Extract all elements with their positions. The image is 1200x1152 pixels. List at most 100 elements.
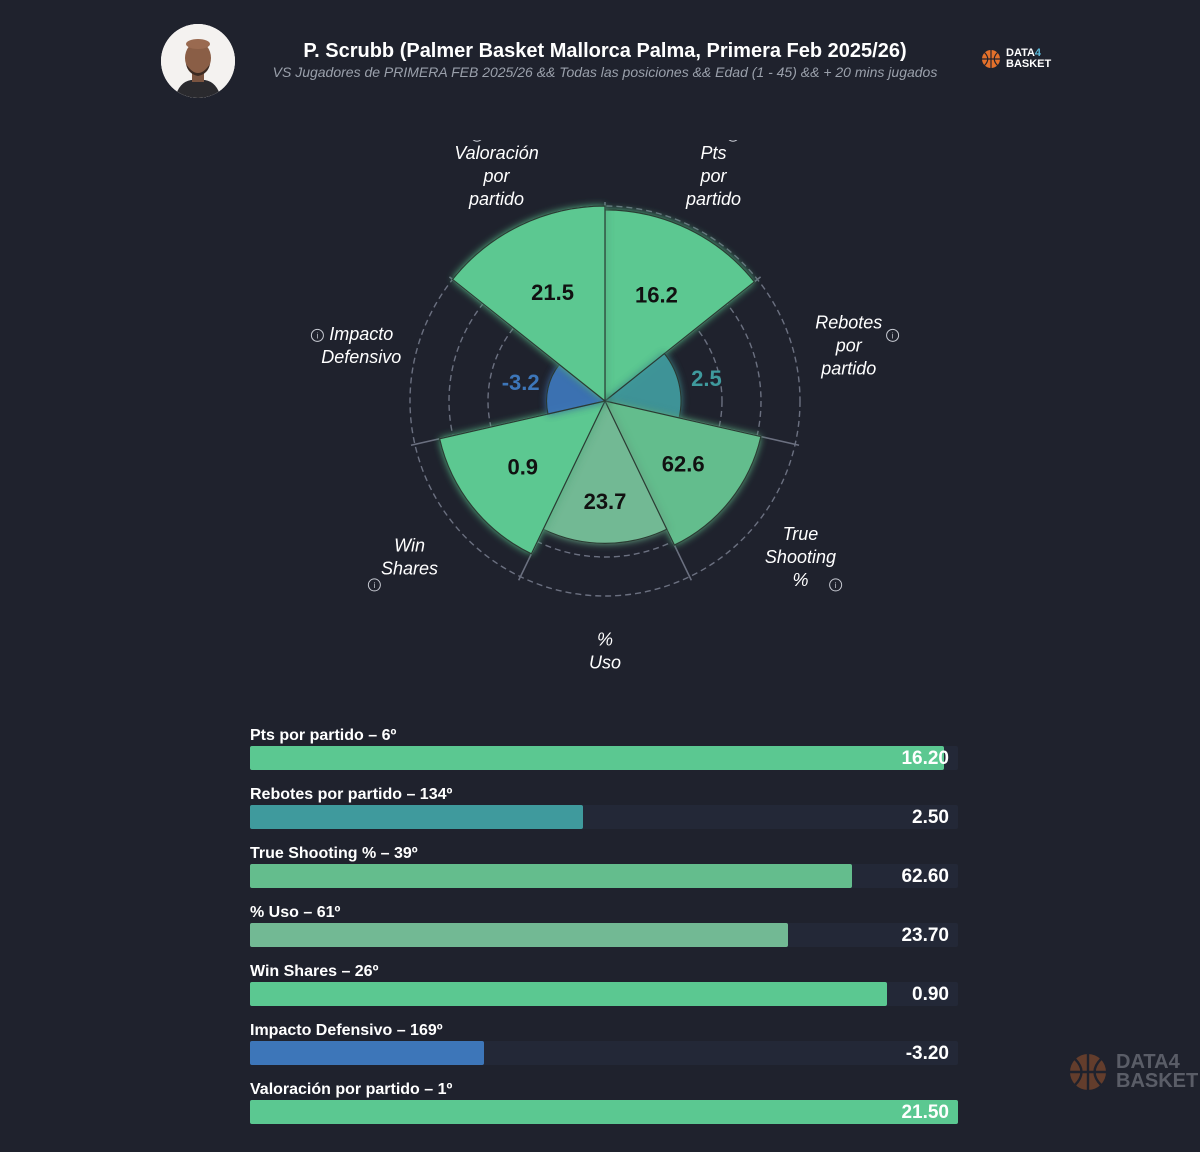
polar-axis-label-line: Valoración [454,143,538,163]
bar-value: 2.50 [912,807,949,828]
polar-axis-label-val: Valoración por partido [454,143,538,209]
polar-value-val: 21.5 [531,280,574,305]
bar-win-shares: Win Shares – 26º 0.90 [250,958,970,1017]
info-icon[interactable]: i [829,578,843,592]
polar-axis-label-line: partido [820,358,876,378]
polar-value-pts: 16.2 [635,282,678,307]
polar-axis-label-line: Rebotes [815,312,882,332]
bar-label: Pts por partido – 6º [250,727,397,744]
polar-value-ts: 62.6 [662,451,705,476]
polar-axis-label-line: % [792,570,808,590]
polar-axis-label-line: por [835,335,863,355]
bar-label: Impacto Defensivo – 169º [250,1022,443,1039]
polar-area-chart: 16.2 2.5 62.6 23.7 0.9 -3.2 21.5 Pts por partido… [310,140,900,673]
bar-label: Rebotes por partido – 134º [250,786,453,803]
basketball-watermark-icon [1070,1054,1106,1090]
polar-axis-label-line: Uso [589,653,621,673]
bar-track [250,923,958,947]
bar-value: 23.70 [901,925,949,946]
bar-track [250,746,958,770]
polar-value-ws: 0.9 [507,455,538,480]
bar-fill [250,864,852,888]
polar-value-uso: 23.7 [584,489,627,514]
polar-wedge-uso [542,399,668,544]
polar-wedge-val [451,205,606,403]
chart-title: P. Scrubb (Palmer Basket Mallorca Palma,… [303,40,907,62]
polar-axis-label-line: Pts [700,143,726,163]
logo-text-basket: BASKET [1006,58,1052,70]
bar-track [250,1100,958,1124]
info-icon[interactable]: i [471,140,483,142]
bar-fill [250,923,789,947]
watermark-text-4: 4 [1168,1051,1180,1073]
svg-text:i: i [892,331,894,340]
polar-axis-label-pts: Pts por partido [685,143,741,209]
player-photo-icon [161,24,235,98]
polar-axis-label-def: Impacto Defensivo [321,324,401,367]
bar-track [250,1041,958,1065]
chart-subtitle: VS Jugadores de PRIMERA FEB 2025/26 && T… [272,64,938,80]
polar-axis-label-line: Win [394,535,425,555]
polar-wedge-ts [603,400,762,546]
polar-value-reb: 2.5 [691,366,722,391]
watermark-logo: DATA4 BASKET [1068,1052,1198,1097]
svg-text:i: i [317,331,319,340]
bar-label: Valoración por partido – 1º [250,1081,453,1098]
bar-track [250,982,958,1006]
info-icon[interactable]: i [886,328,900,342]
bar-true-shooting: True Shooting % – 39º 62.60 [250,840,970,899]
polar-wedge-ws [438,400,607,555]
svg-text:i: i [835,581,837,590]
watermark-text-basket: BASKET [1116,1070,1199,1092]
logo-text-4: 4 [1034,47,1042,59]
bar-fill [250,982,888,1006]
bar-value: 16.20 [901,748,949,769]
polar-axis-label-ts: True Shooting% [765,524,836,590]
polar-wedge-def [545,363,607,415]
bar-value: 21.50 [901,1102,949,1123]
polar-wedge-reb [603,352,682,419]
polar-axis-label-line: partido [468,189,524,209]
logo-text-data: DATA [1006,47,1035,59]
percentile-bars: Pts por partido – 6º 16.20 Rebotes por par… [250,722,970,1135]
polar-wedges [438,205,762,555]
bar-fill [250,805,583,829]
polar-axis-label-line: % [597,630,613,650]
polar-axis-label-line: por [699,166,727,186]
bar-pts: Pts por partido – 6º 16.20 [250,722,970,781]
bar-impacto-defensivo: Impacto Defensivo – 169º -3.20 [250,1017,970,1076]
svg-text:i: i [373,581,375,590]
player-avatar [161,24,235,98]
polar-axis-label-line: Shares [381,558,438,578]
bar-track [250,805,958,829]
info-icon[interactable]: i [727,140,739,142]
polar-axis-label-line: True [783,524,819,544]
bar-track [250,864,958,888]
info-icon[interactable]: i [367,578,381,592]
polar-axis-label-line: Shooting [765,547,836,567]
watermark-text-data: DATA [1116,1051,1169,1073]
bar-valoracion: Valoración por partido – 1º 21.50 [250,1076,970,1135]
polar-value-def: -3.2 [502,370,540,395]
polar-axis-label-line: Defensivo [321,347,401,367]
polar-axis-label-line: por [483,166,511,186]
polar-axis-label-line: Impacto [329,324,393,344]
header: P. Scrubb (Palmer Basket Mallorca Palma,… [0,0,1200,110]
bar-value: 0.90 [912,984,949,1005]
bar-label: True Shooting % – 39º [250,845,418,862]
bar-rebotes: Rebotes por partido – 134º 2.50 [250,781,970,840]
bar-fill [250,1100,958,1124]
info-icon[interactable]: i [310,328,324,342]
polar-wedge-pts [604,209,756,403]
polar-axis-label-uso: % Uso [589,630,621,673]
polar-axis-label-reb: Rebotes por partido [815,312,882,378]
basketball-icon [982,50,1000,68]
bar-fill [250,1041,484,1065]
bar-value: 62.60 [901,866,949,887]
bar-uso: % Uso – 61º 23.70 [250,899,970,958]
polar-axis-label-ws: Win Shares [381,535,438,578]
polar-grid-ring [409,205,801,597]
polar-axis-label-line: partido [685,189,741,209]
bar-label: % Uso – 61º [250,904,341,921]
polar-values: 16.2 2.5 62.6 23.7 0.9 -3.2 21.5 [502,280,722,514]
